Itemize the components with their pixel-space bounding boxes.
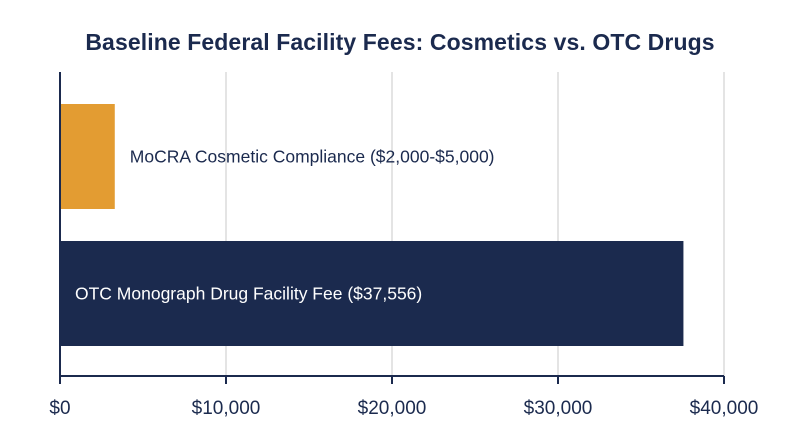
bar-label-2: OTC Monograph Drug Facility Fee ($37,556… [75,284,422,304]
bars [60,104,684,346]
bar-label-1: MoCRA Cosmetic Compliance ($2,000-$5,000… [130,147,495,167]
x-tick-label-0: $0 [49,398,70,419]
x-tick-label-4: $40,000 [690,398,759,419]
x-tick-label-2: $20,000 [358,398,427,419]
x-tick-label-1: $10,000 [192,398,261,419]
labels: $0 $10,000 $20,000 $30,000 $40,000 MoCRA Cosm… [49,147,758,420]
axes [59,72,725,384]
chart-title: Baseline Federal Facility Fees: Cosmetic… [85,29,715,55]
bar-1 [60,104,115,209]
bar-2 [60,241,684,346]
x-tick-label-3: $30,000 [524,398,593,419]
